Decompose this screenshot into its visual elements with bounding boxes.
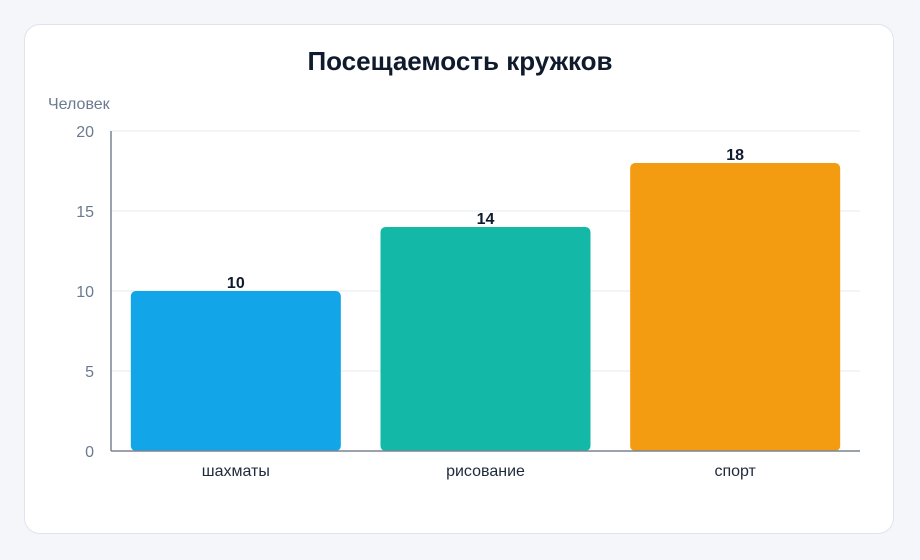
- bars: [130, 163, 841, 451]
- y-tick-label: 15: [76, 204, 94, 221]
- data-label-2: 18: [726, 147, 744, 164]
- bar-спорт: [630, 163, 841, 451]
- data-label-0: 10: [227, 275, 245, 292]
- x-tick-label-1: рисование: [446, 463, 525, 480]
- bar-рисование: [380, 227, 591, 451]
- y-tick-label: 0: [85, 444, 94, 461]
- chart-title: Посещаемость кружков: [307, 46, 612, 76]
- y-axis-label: Человек: [48, 96, 111, 113]
- x-tick-label-2: спорт: [714, 463, 756, 480]
- bar-шахматы: [130, 291, 341, 451]
- y-tick-label: 10: [76, 284, 94, 301]
- x-tick-labels: шахматы рисование спорт: [202, 463, 757, 480]
- y-tick-label: 5: [85, 364, 94, 381]
- data-labels: 10 14 18: [227, 147, 744, 292]
- data-label-1: 14: [477, 211, 495, 228]
- y-tick-labels: 0 5 10 15 20: [76, 124, 94, 461]
- y-tick-label: 20: [76, 124, 94, 141]
- x-tick-label-0: шахматы: [202, 463, 270, 480]
